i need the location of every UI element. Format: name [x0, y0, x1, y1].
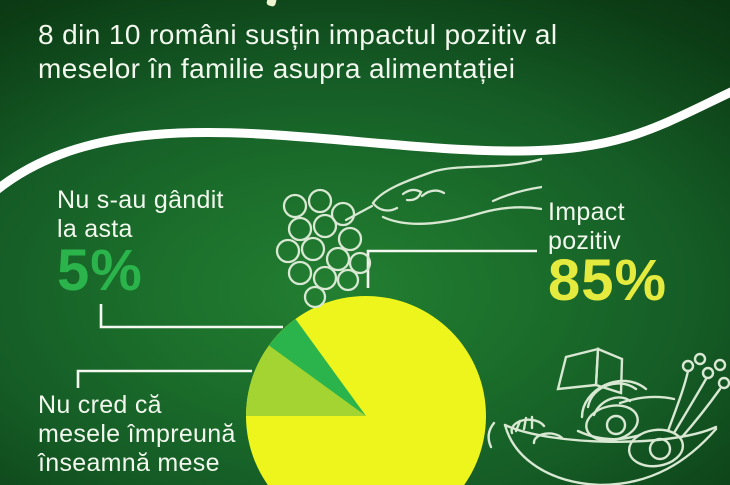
page-title-line1: 8 din 10 români susțin impactul pozitiv …: [38, 19, 558, 50]
leader-line-5pct: [99, 304, 283, 329]
callout-no-real-meals: Nu cred că mesele împreună înseamnă mese: [38, 391, 236, 478]
leader-line-nu-cred: [76, 369, 252, 388]
callout-no-real-meals-line1: Nu cred că: [38, 391, 162, 419]
callout-no-real-meals-line2: mesele împreună: [38, 420, 236, 448]
callout-positive-impact-line2: pozitiv: [548, 227, 621, 255]
vegetable-bowl-icon: [487, 347, 730, 485]
callout-not-thought-value: 5%: [57, 238, 143, 303]
callout-no-real-meals-line3: înseamnă mese: [38, 449, 220, 477]
callout-not-thought-line1: Nu s-au gândit: [57, 186, 224, 214]
callout-positive-impact: Impact pozitiv: [548, 198, 625, 256]
hand-holding-grapes-icon: [275, 157, 542, 309]
leader-line-85pct: [366, 249, 537, 288]
page-title-line2: meselor în familie asupra alimentației: [38, 53, 516, 84]
pie-slice-nu-s-au-gandit: [268, 319, 366, 416]
pie-slice-nu-cred: [246, 345, 366, 416]
callout-positive-impact-line1: Impact: [548, 198, 625, 226]
callout-not-thought: Nu s-au gândit la asta: [57, 186, 224, 244]
callout-positive-impact-value: 85%: [548, 248, 668, 313]
callout-not-thought-line2: la asta: [57, 215, 133, 243]
page-title: 8 din 10 români susțin impactul pozitiv …: [38, 18, 678, 86]
